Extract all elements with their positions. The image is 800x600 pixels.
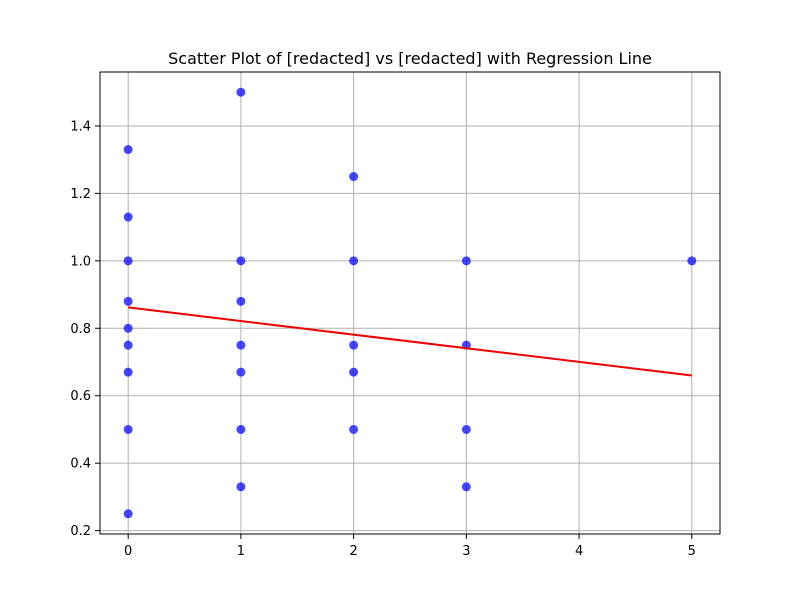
data-point bbox=[123, 323, 133, 333]
data-point bbox=[123, 509, 133, 519]
data-point bbox=[123, 212, 133, 222]
data-point bbox=[687, 256, 697, 266]
data-points bbox=[123, 87, 697, 519]
y-tick-label: 1.4 bbox=[70, 119, 91, 134]
y-tick-label: 1.2 bbox=[70, 187, 91, 202]
data-point bbox=[123, 145, 133, 155]
data-point bbox=[236, 367, 246, 377]
data-point bbox=[123, 424, 133, 434]
data-point bbox=[349, 340, 359, 350]
regression-line bbox=[128, 306, 692, 377]
y-tick-label: 0.2 bbox=[70, 524, 91, 539]
data-point bbox=[236, 340, 246, 350]
data-point bbox=[236, 482, 246, 492]
data-point bbox=[349, 256, 359, 266]
grid-lines bbox=[100, 72, 720, 534]
data-point bbox=[236, 256, 246, 266]
data-point bbox=[349, 424, 359, 434]
data-point bbox=[123, 367, 133, 377]
data-point bbox=[236, 424, 246, 434]
y-tick-label: 1.0 bbox=[70, 254, 91, 269]
data-point bbox=[461, 424, 471, 434]
chart-title: Scatter Plot of [redacted] vs [redacted]… bbox=[168, 49, 652, 68]
data-point bbox=[236, 296, 246, 306]
data-point bbox=[349, 172, 359, 182]
data-point bbox=[123, 340, 133, 350]
y-tick-label: 0.6 bbox=[70, 389, 91, 404]
axis-ticks: 0 1 2 3 4 5 0.2 0.4 0.6 0.8 1.0 1.2 1.4 bbox=[70, 119, 696, 559]
x-tick-label: 3 bbox=[462, 544, 470, 559]
x-tick-label: 0 bbox=[124, 544, 132, 559]
data-point bbox=[349, 367, 359, 377]
data-point bbox=[123, 296, 133, 306]
data-point bbox=[461, 256, 471, 266]
y-tick-label: 0.4 bbox=[70, 457, 91, 472]
x-tick-label: 1 bbox=[237, 544, 245, 559]
regression-line-group bbox=[128, 306, 692, 377]
data-point bbox=[461, 482, 471, 492]
x-tick-label: 4 bbox=[575, 544, 583, 559]
plot-frame bbox=[99, 71, 721, 535]
y-tick-label: 0.8 bbox=[70, 322, 91, 337]
x-tick-label: 2 bbox=[349, 544, 357, 559]
data-point bbox=[123, 256, 133, 266]
x-tick-label: 5 bbox=[688, 544, 696, 559]
data-point bbox=[236, 87, 246, 97]
